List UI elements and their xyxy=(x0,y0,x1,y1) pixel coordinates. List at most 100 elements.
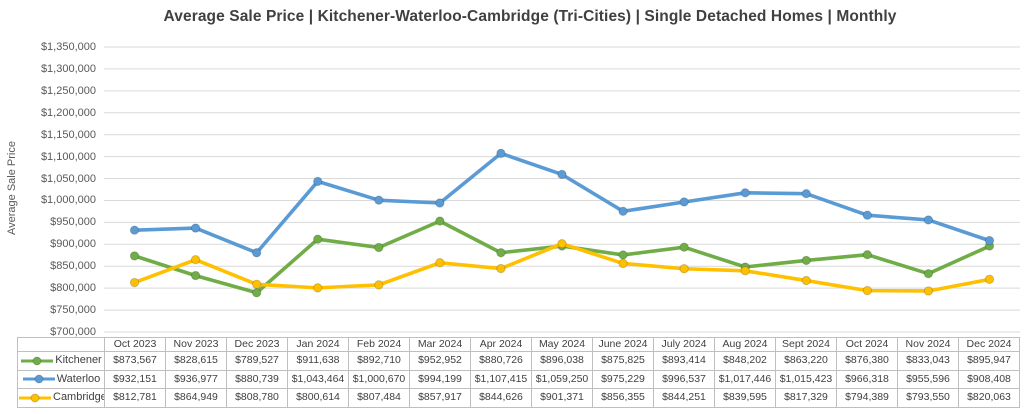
data-point-cambridge xyxy=(129,277,140,288)
data-point-waterloo xyxy=(618,206,628,217)
month-header: Aug 2024 xyxy=(714,337,776,352)
data-point-cambridge xyxy=(679,264,689,274)
y-tick-label: $800,000 xyxy=(50,282,96,295)
data-point-waterloo xyxy=(923,215,934,225)
month-header: Mar 2024 xyxy=(409,337,471,352)
value-cell: $892,710 xyxy=(348,351,410,371)
value-cell: $856,355 xyxy=(592,388,654,408)
data-point-waterloo xyxy=(313,176,323,187)
data-point-cambridge xyxy=(251,279,262,290)
series-label: Kitchener xyxy=(55,354,102,367)
value-cell: $952,952 xyxy=(409,351,471,371)
value-cell: $893,414 xyxy=(653,351,715,371)
value-cell: $955,596 xyxy=(897,369,959,389)
data-point-kitchener xyxy=(374,242,384,253)
data-point-waterloo xyxy=(435,198,445,208)
data-point-cambridge xyxy=(313,283,323,293)
value-cell: $875,825 xyxy=(592,351,654,371)
series-line-cambridge xyxy=(132,241,992,293)
table-row-kitchener: Kitchener $873,567 $828,615 $789,527 $911,63… xyxy=(17,351,1020,371)
y-tick-label: $1,150,000 xyxy=(40,128,96,141)
legend-key-icon-waterloo xyxy=(22,374,55,384)
value-cell: $873,567 xyxy=(104,351,166,371)
series-line-waterloo xyxy=(132,151,992,255)
data-point-waterloo xyxy=(496,148,506,159)
value-cell: $966,318 xyxy=(836,369,898,389)
value-cell: $932,151 xyxy=(104,369,166,389)
value-cell: $895,947 xyxy=(958,351,1020,371)
value-cell: $848,202 xyxy=(714,351,776,371)
data-point-waterloo xyxy=(374,195,384,205)
y-tick-label: $950,000 xyxy=(50,216,96,229)
y-tick-label: $750,000 xyxy=(50,304,96,317)
chart-title: Average Sale Price | Kitchener-Waterloo-… xyxy=(163,8,897,25)
data-point-cambridge xyxy=(374,280,384,290)
data-point-kitchener xyxy=(435,216,445,226)
y-tick-label: $1,000,000 xyxy=(40,194,96,207)
month-header: Dec 2024 xyxy=(958,337,1020,352)
table-row-waterloo: Waterloo $932,151 $936,977 $880,739 $1,043,4… xyxy=(17,369,1020,389)
data-point-waterloo xyxy=(801,188,811,199)
month-header: Feb 2024 xyxy=(348,337,410,352)
data-point-cambridge xyxy=(862,285,873,296)
data-point-waterloo xyxy=(679,197,689,207)
data-point-cambridge xyxy=(618,258,628,269)
value-cell: $911,638 xyxy=(287,351,349,371)
value-cell: $876,380 xyxy=(836,351,898,371)
value-cell: $1,017,446 xyxy=(714,369,776,389)
value-cell: $812,781 xyxy=(104,388,166,408)
data-point-cambridge xyxy=(984,274,995,285)
data-point-cambridge xyxy=(190,254,201,265)
y-tick-label: $1,050,000 xyxy=(40,172,96,185)
legend-cell-waterloo: Waterloo xyxy=(17,369,105,389)
y-tick-label: $850,000 xyxy=(50,260,96,273)
value-cell: $1,107,415 xyxy=(470,369,532,389)
data-point-kitchener xyxy=(801,255,811,266)
month-header: Apr 2024 xyxy=(470,337,532,352)
month-header: Jan 2024 xyxy=(287,337,349,352)
data-point-cambridge xyxy=(740,266,750,276)
value-cell: $880,739 xyxy=(226,369,288,389)
y-tick-label: $1,350,000 xyxy=(40,41,96,53)
value-cell: $844,251 xyxy=(653,388,715,408)
month-header: June 2024 xyxy=(592,337,654,352)
y-tick-label: $1,300,000 xyxy=(40,62,96,75)
series-label: Cambridge xyxy=(53,391,105,404)
data-point-cambridge xyxy=(557,239,567,249)
data-point-waterloo xyxy=(984,235,995,246)
data-point-kitchener xyxy=(679,242,689,252)
value-cell: $1,015,423 xyxy=(775,369,837,389)
data-point-kitchener xyxy=(190,270,201,281)
value-cell: $996,537 xyxy=(653,369,715,389)
data-point-kitchener xyxy=(496,248,506,258)
month-header: Oct 2023 xyxy=(104,337,166,352)
data-table: Oct 2023 Nov 2023 Dec 2023 Jan 2024 Feb 2024… xyxy=(17,337,1020,408)
legend-key-icon-kitchener xyxy=(21,356,54,366)
value-cell: $936,977 xyxy=(165,369,227,389)
legend-cell-kitchener: Kitchener xyxy=(17,351,105,371)
value-cell: $793,550 xyxy=(897,388,959,408)
data-point-kitchener xyxy=(251,288,262,298)
data-point-kitchener xyxy=(923,268,934,279)
value-cell: $839,595 xyxy=(714,388,776,408)
value-cell: $1,059,250 xyxy=(531,369,593,389)
series-line-kitchener xyxy=(132,219,992,295)
month-header: May 2024 xyxy=(531,337,593,352)
value-cell: $864,949 xyxy=(165,388,227,408)
month-header: Nov 2024 xyxy=(897,337,959,352)
value-cell: $1,043,464 xyxy=(287,369,349,389)
month-header-row: Oct 2023 Nov 2023 Dec 2023 Jan 2024 Feb 2024… xyxy=(17,337,1020,352)
y-tick-label: $1,100,000 xyxy=(40,150,96,163)
data-point-waterloo xyxy=(557,169,567,180)
data-point-cambridge xyxy=(923,286,934,296)
data-point-kitchener xyxy=(618,250,628,260)
value-cell: $800,614 xyxy=(287,388,349,408)
value-cell: $880,726 xyxy=(470,351,532,371)
data-point-waterloo xyxy=(129,225,140,235)
month-header: Dec 2023 xyxy=(226,337,288,352)
data-point-waterloo xyxy=(190,223,201,233)
table-row-cambridge: Cambridge $812,781 $864,949 $808,780 $800,61… xyxy=(17,388,1020,408)
value-cell: $908,408 xyxy=(958,369,1020,389)
value-cell: $808,780 xyxy=(226,388,288,408)
